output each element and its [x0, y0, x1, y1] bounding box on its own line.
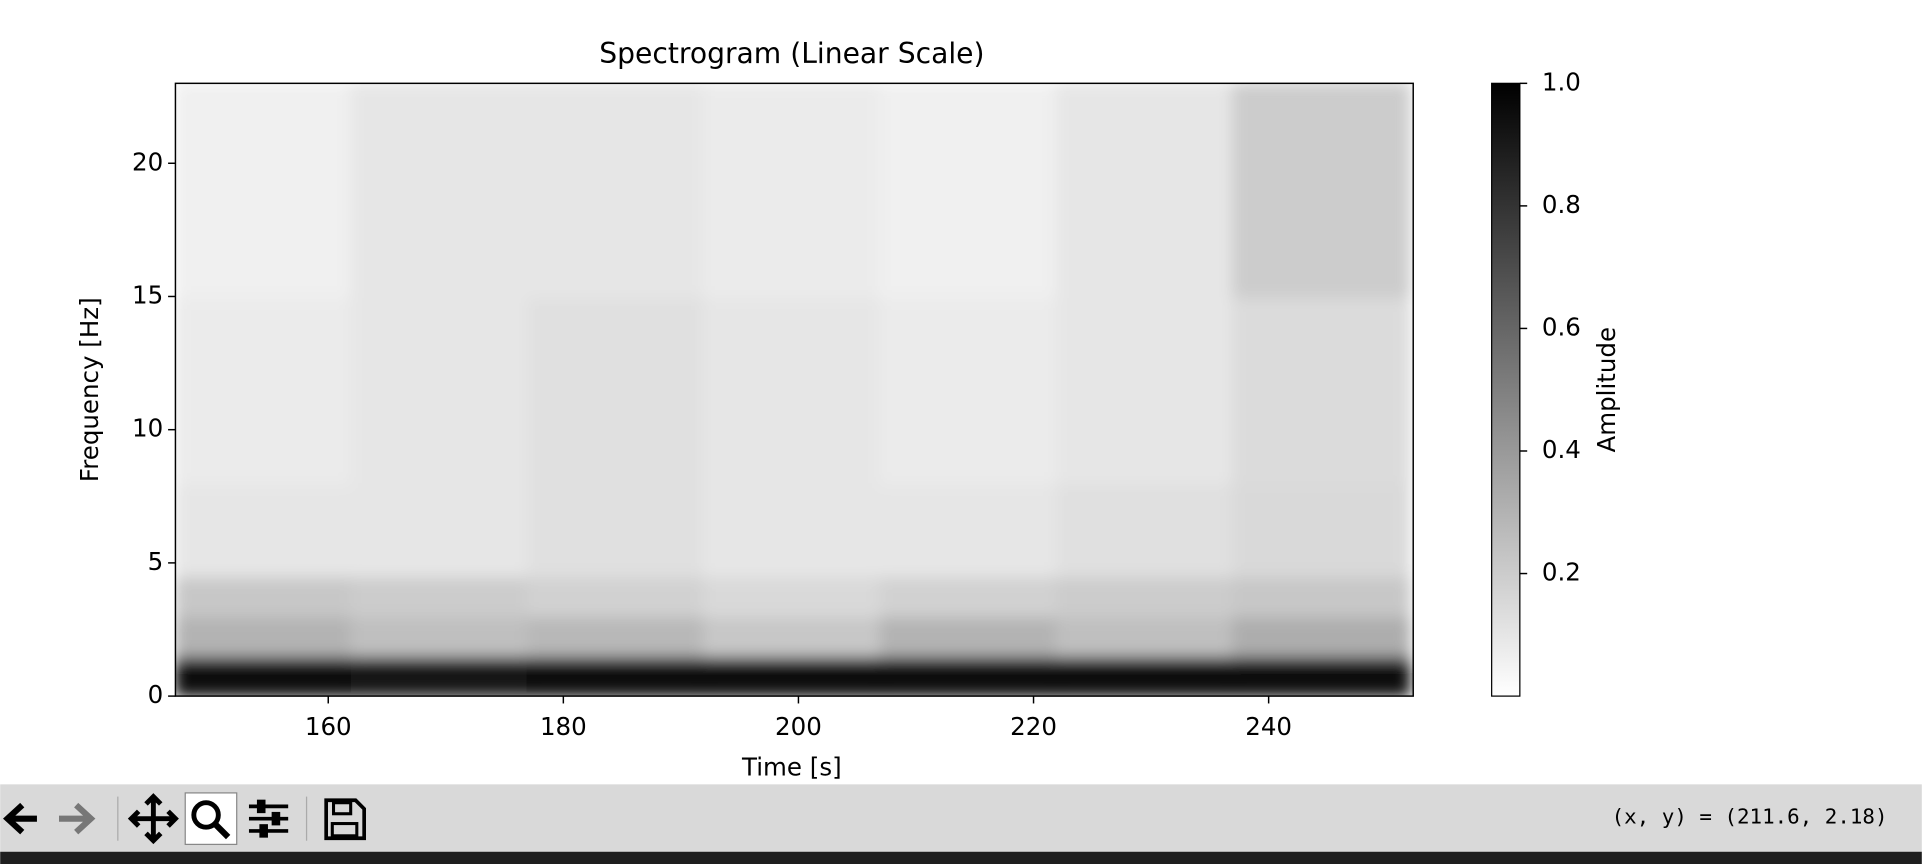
heat-cell — [1232, 654, 1411, 697]
heat-cell — [350, 295, 530, 485]
heat-cell — [703, 574, 882, 618]
chart-title: Spectrogram (Linear Scale) — [599, 37, 984, 70]
x-tick-label: 220 — [1010, 712, 1057, 741]
heat-cell — [703, 654, 882, 697]
heat-cell — [1055, 614, 1235, 658]
heat-cell — [1055, 481, 1235, 578]
heat-cell — [175, 295, 353, 485]
colorbar-tick-label: 1.0 — [1542, 67, 1581, 96]
heat-cell — [1055, 574, 1235, 618]
colorbar-tick-label: 0.2 — [1542, 558, 1581, 587]
pan-button[interactable] — [127, 793, 179, 845]
heat-cell — [175, 574, 353, 618]
heat-cell — [350, 83, 530, 298]
heat-cell — [1232, 481, 1411, 578]
x-axis-label: Time [s] — [741, 752, 842, 781]
colorbar-label: Amplitude — [1592, 327, 1621, 453]
heat-cell — [879, 83, 1059, 298]
heat-cell — [1232, 574, 1411, 618]
editor-strip — [0, 851, 1922, 864]
heat-cell — [526, 574, 706, 618]
heat-cell — [1232, 83, 1411, 298]
heat-cell — [175, 83, 353, 298]
toolbar — [0, 784, 1922, 852]
heat-cell — [175, 654, 353, 697]
heat-cell — [526, 654, 706, 697]
heat-cell — [879, 295, 1059, 485]
heat-cell — [879, 481, 1059, 578]
heat-cell — [175, 481, 353, 578]
colorbar-tick-label: 0.6 — [1542, 312, 1581, 341]
heat-cell — [1055, 83, 1235, 298]
heat-cell — [526, 295, 706, 485]
y-tick-label: 10 — [132, 414, 163, 443]
heat-cell — [703, 614, 882, 658]
heat-cell — [350, 614, 530, 658]
status-text: (x, y) = (211.6, 2.18) — [1612, 804, 1888, 828]
save-button[interactable] — [324, 798, 367, 841]
y-axis-label: Frequency [Hz] — [75, 297, 104, 482]
y-tick-label: 0 — [148, 680, 164, 709]
heat-cell — [350, 481, 530, 578]
heat-cell — [526, 83, 706, 298]
heat-cell — [1232, 295, 1411, 485]
heat-cell — [879, 614, 1059, 658]
heat-cell — [1232, 614, 1411, 658]
heat-cell — [350, 654, 530, 697]
cells — [175, 83, 1411, 697]
configure-button[interactable] — [248, 799, 289, 838]
heat-cell — [526, 481, 706, 578]
heat-cell — [526, 614, 706, 658]
toolbar-icons — [3, 792, 367, 846]
y-tick-label: 20 — [132, 147, 163, 176]
heat-cell — [879, 574, 1059, 618]
heat-cell — [879, 654, 1059, 697]
y-tick-label: 15 — [132, 280, 163, 309]
back-button[interactable] — [3, 802, 37, 835]
colorbar-tick-label: 0.8 — [1542, 190, 1581, 219]
heat-cell — [175, 614, 353, 658]
heatmap — [175, 83, 1411, 697]
colorbar — [1491, 82, 1521, 697]
heat-cell — [1055, 295, 1235, 485]
heat-cell — [350, 574, 530, 618]
y-tick-label: 5 — [148, 547, 164, 576]
x-tick-label: 240 — [1245, 712, 1292, 741]
heat-cell — [1055, 654, 1235, 697]
heat-cell — [703, 83, 882, 298]
heat-cell — [703, 481, 882, 578]
x-tick-label: 180 — [540, 712, 587, 741]
x-tick-label: 160 — [305, 712, 352, 741]
colorbar-tick-label: 0.4 — [1542, 435, 1581, 464]
forward-button[interactable] — [59, 802, 96, 835]
plot-frame — [174, 82, 1414, 697]
heat-cell — [703, 295, 882, 485]
x-tick-label: 200 — [775, 712, 822, 741]
zoom-button[interactable] — [184, 792, 238, 846]
